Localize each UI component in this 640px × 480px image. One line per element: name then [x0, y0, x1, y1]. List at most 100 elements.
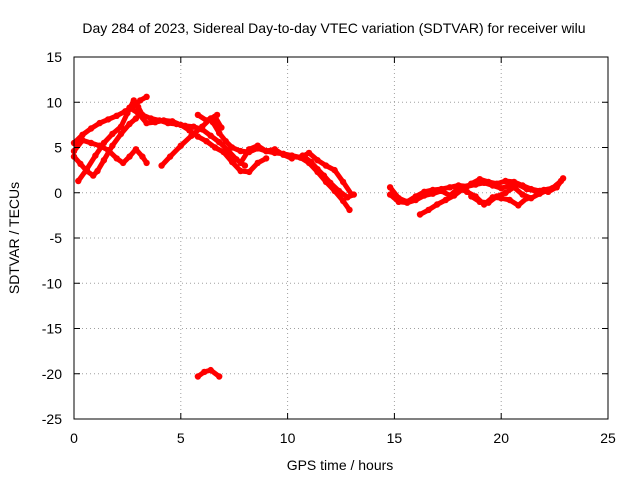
x-axis-label: GPS time / hours — [287, 457, 394, 473]
data-point — [132, 146, 140, 153]
data-point — [493, 180, 501, 187]
data-point — [126, 153, 133, 160]
data-point — [346, 206, 353, 214]
data-point — [498, 185, 505, 192]
data-point — [194, 111, 202, 119]
data-point — [246, 146, 253, 153]
series-line — [71, 116, 139, 179]
series-track-j — [299, 152, 357, 201]
y-tick-label: -15 — [42, 321, 62, 337]
data-point — [299, 152, 306, 159]
data-point — [105, 116, 112, 123]
data-point — [442, 196, 449, 204]
data-point — [126, 104, 133, 111]
data-point — [218, 124, 225, 131]
data-point — [160, 117, 167, 124]
data-point — [322, 162, 330, 169]
data-point — [246, 168, 253, 176]
series-track-c — [70, 137, 150, 167]
data-point — [307, 158, 315, 166]
x-axis: 0 5 10 15 20 25 — [70, 57, 616, 446]
data-point — [79, 131, 86, 138]
data-point — [190, 123, 197, 130]
data-point — [177, 121, 184, 129]
data-point — [519, 182, 526, 189]
series-track-k — [194, 366, 223, 380]
data-point — [515, 202, 522, 209]
data-point — [152, 119, 159, 126]
data-point — [339, 197, 347, 205]
data-point — [92, 152, 99, 159]
chart-title: Day 284 of 2023, Sidereal Day-to-day VTE… — [82, 20, 585, 36]
data-point — [433, 201, 441, 208]
data-point — [77, 160, 84, 167]
data-point — [186, 127, 193, 134]
data-point — [83, 166, 91, 173]
data-point — [468, 193, 475, 200]
data-point — [335, 187, 343, 195]
y-tick-label: 10 — [46, 94, 62, 110]
data-point — [344, 194, 351, 201]
data-point — [429, 190, 436, 197]
data-point — [87, 125, 95, 132]
series-track-e — [126, 104, 270, 176]
data-point — [117, 130, 125, 138]
data-point — [130, 97, 137, 104]
y-tick-label: -25 — [42, 411, 62, 427]
data-point — [188, 132, 195, 139]
data-point — [199, 123, 206, 130]
data-point — [203, 138, 210, 145]
data-point — [350, 191, 357, 198]
data-point — [220, 148, 227, 156]
data-point — [527, 185, 535, 193]
y-tick-label: -5 — [50, 230, 63, 246]
data-point — [386, 191, 394, 198]
data-point — [169, 118, 176, 125]
data-point — [194, 133, 202, 140]
data-point — [327, 179, 334, 186]
data-point — [237, 147, 244, 155]
data-point — [339, 178, 347, 186]
data-point — [75, 177, 82, 185]
data-point — [485, 178, 492, 186]
data-point — [137, 97, 144, 104]
data-point — [222, 138, 229, 145]
data-point — [425, 206, 432, 214]
x-tick-label: 25 — [600, 430, 616, 446]
series-line — [195, 112, 224, 131]
data-point — [476, 198, 483, 205]
data-point — [446, 184, 454, 191]
data-point — [228, 144, 236, 151]
data-point — [386, 184, 394, 191]
data-point — [412, 196, 419, 204]
grid-lines — [74, 57, 608, 419]
data-point — [143, 93, 150, 101]
data-point — [113, 155, 120, 162]
y-tick-label: 5 — [54, 140, 62, 156]
data-point — [109, 142, 116, 149]
data-point — [211, 144, 219, 151]
data-point — [216, 373, 223, 380]
data-point — [506, 196, 513, 204]
data-point — [237, 159, 244, 167]
data-point — [177, 142, 184, 149]
y-tick-label: -20 — [42, 366, 62, 382]
data-point — [237, 167, 244, 175]
data-point — [194, 373, 202, 380]
data-point — [166, 153, 174, 160]
data-point — [314, 157, 321, 164]
data-point — [416, 211, 424, 218]
data-point — [96, 119, 103, 127]
x-tick-label: 0 — [70, 430, 78, 446]
data-point — [404, 199, 411, 206]
data-point — [468, 180, 475, 187]
data-point — [216, 138, 223, 146]
x-tick-label: 5 — [177, 430, 185, 446]
data-point — [132, 115, 140, 122]
data-point — [553, 182, 560, 189]
data-point — [536, 190, 543, 197]
data-point — [117, 123, 125, 130]
data-point — [254, 142, 261, 149]
x-tick-label: 15 — [387, 430, 403, 446]
data-point — [109, 130, 116, 138]
